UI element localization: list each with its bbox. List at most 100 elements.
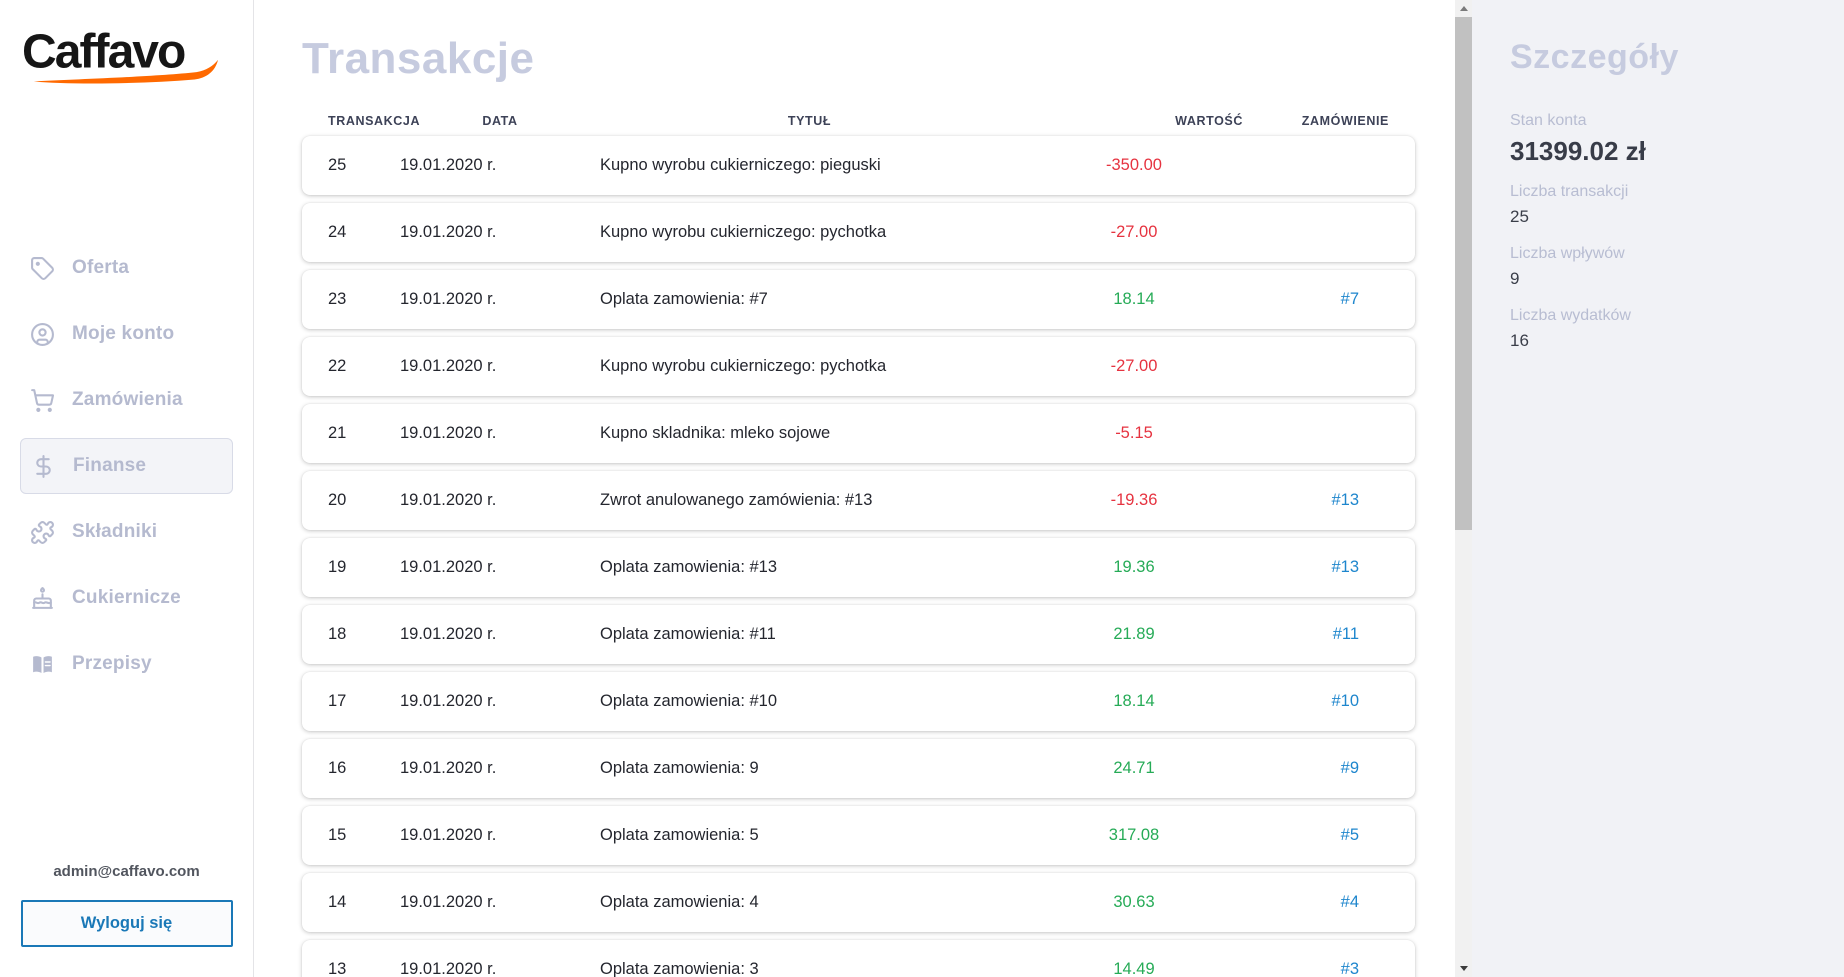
transaction-row: 15 19.01.2020 r. Oplata zamowienia: 5 317.0…	[302, 806, 1415, 865]
transaction-date: 19.01.2020 r.	[400, 826, 497, 844]
transaction-row: 17 19.01.2020 r. Oplata zamowienia: #10 18.…	[302, 672, 1415, 731]
transaction-row: 25 19.01.2020 r. Kupno wyrobu cukierniczeg…	[302, 136, 1415, 195]
transaction-value: 14.49	[1113, 960, 1155, 977]
transaction-value: -27.00	[1110, 223, 1158, 241]
transaction-date: 19.01.2020 r.	[400, 625, 497, 643]
sidebar: Caffavo Oferta Moje konto Zamówienia Finans…	[0, 0, 254, 977]
sidebar-item-cukiernicze[interactable]: Cukiernicze	[0, 570, 253, 626]
order-link[interactable]: #5	[1340, 826, 1359, 844]
col-header-transakcja: TRANSAKCJA	[328, 114, 421, 128]
col-header-wartosc: WARTOŚĆ	[1175, 114, 1243, 128]
transaction-value: 317.08	[1108, 826, 1160, 844]
transaction-value: 21.89	[1113, 625, 1155, 643]
order-link[interactable]: #11	[1332, 625, 1359, 643]
transaction-order: #5	[1249, 826, 1389, 845]
transaction-id: 13	[328, 960, 347, 977]
user-icon	[31, 322, 54, 346]
stat-label: Liczba wydatków	[1510, 307, 1631, 324]
transaction-value: 19.36	[1113, 558, 1155, 576]
transaction-value: -350.00	[1106, 156, 1162, 174]
transaction-row: 20 19.01.2020 r. Zwrot anulowanego zamówie…	[302, 471, 1415, 530]
stat-label: Stan konta	[1510, 112, 1587, 129]
sidebar-item-oferta[interactable]: Oferta	[0, 240, 253, 296]
transaction-order: #7	[1249, 290, 1389, 309]
transaction-order: #11	[1249, 625, 1389, 644]
order-link[interactable]: #7	[1340, 290, 1359, 308]
vertical-scrollbar[interactable]	[1455, 0, 1472, 977]
transaction-row: 24 19.01.2020 r. Kupno wyrobu cukierniczeg…	[302, 203, 1415, 262]
order-link[interactable]: #13	[1331, 558, 1359, 576]
puzzle-icon	[31, 520, 54, 544]
table-header-row: TRANSAKCJA DATA TYTUŁ WARTOŚĆ ZAMÓWIENIE	[302, 106, 1415, 136]
transaction-value: 30.63	[1113, 893, 1155, 911]
stat-value: 31399.02 zł	[1510, 136, 1646, 166]
transaction-date: 19.01.2020 r.	[400, 223, 497, 241]
sidebar-item-label: Moje konto	[72, 323, 175, 344]
transaction-id: 15	[328, 826, 347, 844]
transaction-id: 19	[328, 558, 347, 576]
triangle-up-icon	[1459, 6, 1468, 11]
transaction-title: Kupno wyrobu cukierniczego: pieguski	[600, 156, 881, 174]
transaction-title: Oplata zamowienia: 4	[600, 893, 759, 911]
transaction-id: 16	[328, 759, 347, 777]
stat-label: Liczba transakcji	[1510, 183, 1629, 200]
details-panel: Szczegóły Stan konta 31399.02 zł Liczba tr…	[1472, 0, 1844, 977]
transaction-id: 22	[328, 357, 347, 375]
transaction-date: 19.01.2020 r.	[400, 156, 497, 174]
scrollbar-up-arrow[interactable]	[1455, 0, 1472, 17]
transaction-title: Oplata zamowienia: 9	[600, 759, 759, 777]
sidebar-item-label: Składniki	[72, 521, 158, 542]
transaction-order: #9	[1249, 759, 1389, 778]
logout-button[interactable]: Wyloguj się	[20, 900, 233, 947]
sidebar-item-zamowienia[interactable]: Zamówienia	[0, 372, 253, 428]
transaction-date: 19.01.2020 r.	[400, 357, 497, 375]
transaction-order: #13	[1249, 491, 1389, 510]
transaction-title: Oplata zamowienia: 3	[600, 960, 759, 977]
caffavo-logo-image: Caffavo	[22, 26, 219, 84]
transaction-id: 25	[328, 156, 347, 174]
transaction-id: 20	[328, 491, 347, 509]
transaction-order: #3	[1249, 960, 1389, 977]
sidebar-item-label: Zamówienia	[72, 389, 183, 410]
transaction-value: -19.36	[1110, 491, 1158, 509]
transaction-title: Oplata zamowienia: #11	[600, 625, 776, 643]
cart-icon	[31, 388, 55, 412]
order-link[interactable]: #4	[1340, 893, 1359, 911]
col-header-data: DATA	[482, 114, 518, 128]
table-body: 25 19.01.2020 r. Kupno wyrobu cukierniczeg…	[302, 136, 1415, 977]
sidebar-item-label: Cukiernicze	[72, 587, 181, 608]
transaction-title: Oplata zamowienia: #7	[600, 290, 768, 308]
sidebar-item-finanse[interactable]: Finanse	[20, 438, 233, 494]
transaction-row: 23 19.01.2020 r. Oplata zamowienia: #7 18.1…	[302, 270, 1415, 329]
transaction-title: Kupno wyrobu cukierniczego: pychotka	[600, 223, 887, 241]
caffavo-logo[interactable]: Caffavo	[22, 22, 220, 88]
order-link[interactable]: #10	[1331, 692, 1359, 710]
sidebar-item-przepisy[interactable]: Przepisy	[0, 636, 253, 692]
transaction-title: Oplata zamowienia: #13	[600, 558, 778, 576]
transaction-date: 19.01.2020 r.	[400, 692, 497, 710]
transaction-date: 19.01.2020 r.	[400, 893, 497, 911]
transaction-row: 16 19.01.2020 r. Oplata zamowienia: 9 24.71…	[302, 739, 1415, 798]
dollar-icon	[36, 454, 51, 478]
transaction-date: 19.01.2020 r.	[400, 759, 497, 777]
transaction-value: -27.00	[1110, 357, 1158, 375]
transaction-row: 14 19.01.2020 r. Oplata zamowienia: 4 30.63…	[302, 873, 1415, 932]
scrollbar-thumb[interactable]	[1455, 17, 1472, 530]
sidebar-item-label: Finanse	[73, 455, 147, 476]
order-link[interactable]: #9	[1340, 759, 1359, 777]
transaction-title: Zwrot anulowanego zamówienia: #13	[600, 491, 873, 509]
transaction-row: 13 19.01.2020 r. Oplata zamowienia: 3 14.49…	[302, 940, 1415, 977]
sidebar-item-moje-konto[interactable]: Moje konto	[0, 306, 253, 362]
cake-icon	[32, 586, 53, 609]
transaction-value: 18.14	[1113, 290, 1155, 308]
transaction-value: -5.15	[1115, 424, 1153, 442]
sidebar-bottom: admin@caffavo.com Wyloguj się	[0, 863, 253, 947]
stat-value: 25	[1510, 207, 1529, 226]
order-link[interactable]: #3	[1340, 960, 1359, 977]
scrollbar-down-arrow[interactable]	[1455, 960, 1472, 977]
sidebar-item-składniki[interactable]: Składniki	[0, 504, 253, 560]
transaction-date: 19.01.2020 r.	[400, 424, 497, 442]
page-title: Transakcje	[302, 34, 535, 83]
order-link[interactable]: #13	[1331, 491, 1359, 509]
